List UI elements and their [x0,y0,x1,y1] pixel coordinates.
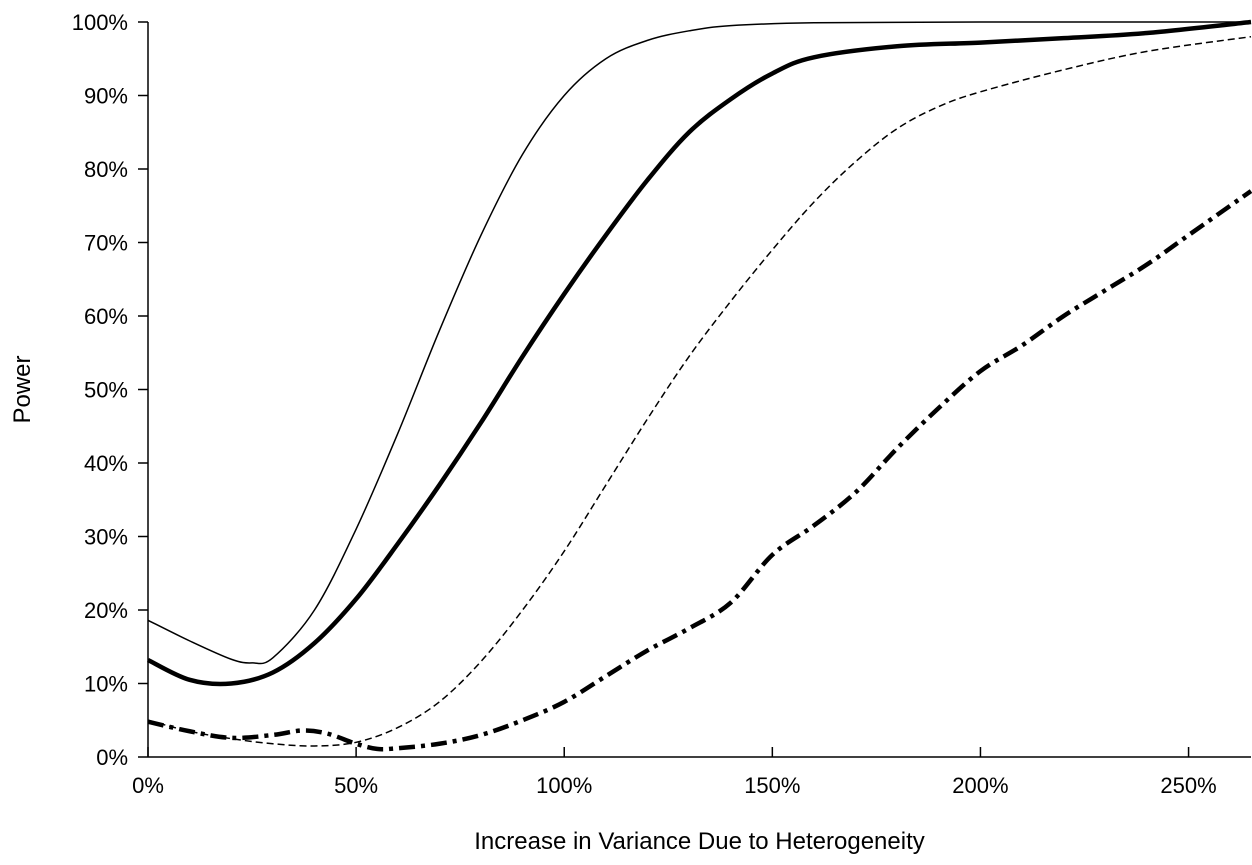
x-axis-ticks: 0% 50% 100% 150% 200% 250% [132,747,1217,798]
series-layer [146,19,1252,752]
y-tick-label: 50% [84,378,128,403]
series-line-solid-thick [146,19,1252,687]
x-axis-title: Increase in Variance Due to Heterogeneit… [474,828,924,855]
y-tick-label: 70% [84,231,128,256]
y-tick-label: 20% [84,598,128,623]
x-tick-label: 200% [952,773,1008,798]
y-tick-label: 40% [84,451,128,476]
x-tick-label: 150% [744,773,800,798]
y-tick-label: 60% [84,304,128,329]
y-tick-label: 10% [84,672,128,697]
y-axis-ticks: 0% 10% 20% 30% 40% 50% 60% 70% 80% 90% 100% [72,10,148,770]
x-tick-label: 50% [334,773,378,798]
x-tick-label: 0% [132,773,164,798]
y-tick-label: 90% [84,84,128,109]
series-line-dash-dot-thick [147,189,1252,752]
x-tick-label: 250% [1160,773,1216,798]
x-tick-label: 100% [536,773,592,798]
y-tick-label: 100% [72,10,128,35]
series-line-dashed-thin [147,35,1252,747]
y-tick-label: 0% [96,745,128,770]
y-axis-title: Power [9,355,36,423]
y-tick-label: 80% [84,157,128,182]
y-tick-label: 30% [84,525,128,550]
series-line-solid-thin [147,21,1252,665]
